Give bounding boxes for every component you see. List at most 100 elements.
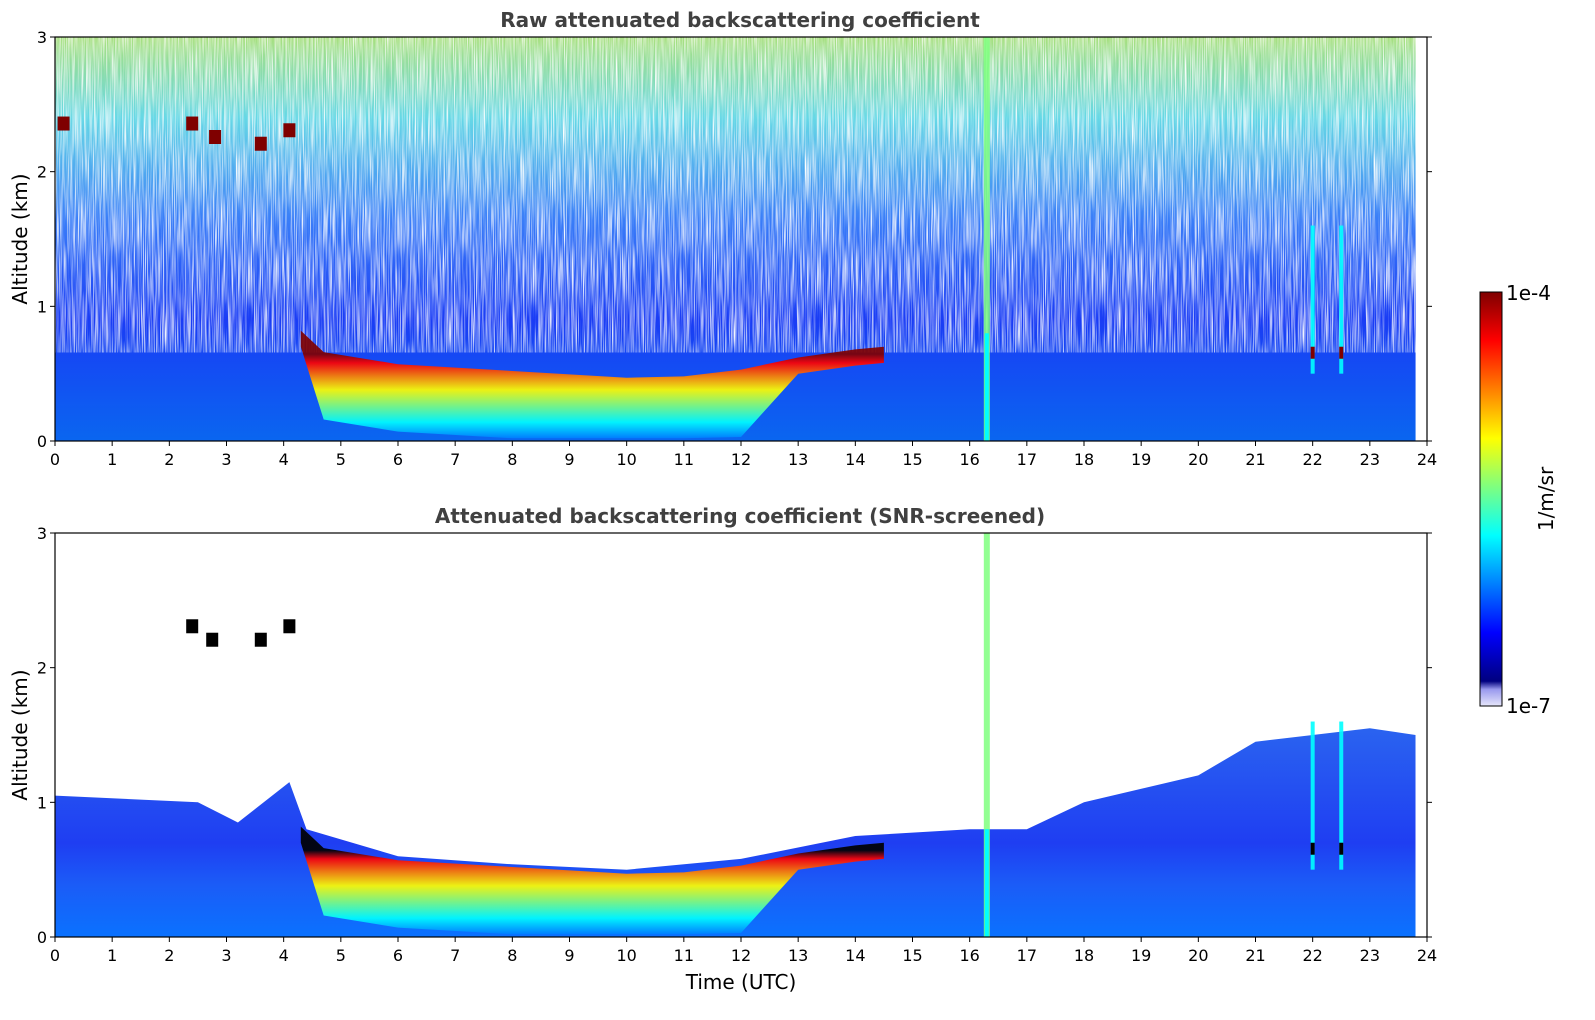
x-tick-label: 3: [221, 450, 231, 469]
raw-backscatter-panel: Raw attenuated backscattering coefficien…: [8, 8, 1437, 469]
x-axis-ticks: 0 1 2 3 4 5 6 7 8 9 10 11 12 13 14 15 16 17 18 19 20 21 22 23 24: [50, 937, 1437, 965]
high-cloud: [186, 116, 199, 131]
y-tick-label: 1: [37, 793, 47, 812]
vertical-streak: [983, 533, 990, 937]
precip-streak-core: [1310, 346, 1315, 359]
x-tick-label: 14: [845, 946, 865, 965]
vertical-streak: [983, 37, 990, 441]
precip-streak-core: [1339, 346, 1344, 359]
colorbar-max-label: 1e-4: [1506, 281, 1551, 305]
x-tick-label: 5: [336, 946, 346, 965]
x-tick-label: 8: [507, 946, 517, 965]
x-tick-label: 17: [1017, 946, 1037, 965]
y-axis-ticks: 0 1 2 3: [37, 28, 1432, 451]
y-tick-label: 2: [37, 659, 47, 678]
high-cloud: [254, 136, 267, 151]
y-tick-label: 1: [37, 297, 47, 316]
colorbar-unit-label: 1/m/sr: [1534, 466, 1558, 531]
x-axis-ticks: 0 1 2 3 4 5 6 7 8 9 10 11 12 13 14 15 16 17 18 19 20 21 22 23 24: [50, 441, 1437, 469]
x-tick-label: 21: [1245, 450, 1265, 469]
x-tick-label: 10: [616, 946, 636, 965]
high-cloud: [206, 632, 219, 647]
vertical-streak-lower: [984, 333, 989, 441]
chart-title: Attenuated backscattering coefficient (S…: [435, 504, 1045, 528]
high-cloud: [254, 632, 267, 647]
y-axis-label: Altitude (km): [8, 173, 32, 304]
x-tick-label: 7: [450, 450, 460, 469]
x-tick-label: 23: [1360, 450, 1380, 469]
x-tick-label: 14: [845, 450, 865, 469]
x-tick-label: 22: [1302, 946, 1322, 965]
x-tick-label: 16: [959, 946, 979, 965]
precip-streak-core: [1339, 842, 1344, 855]
precip-streak: [1310, 721, 1315, 870]
noise-overlay: [55, 37, 1416, 353]
x-tick-label: 15: [902, 450, 922, 469]
chart-title: Raw attenuated backscattering coefficien…: [500, 8, 980, 32]
x-tick-label: 12: [731, 450, 751, 469]
x-tick-label: 17: [1017, 450, 1037, 469]
y-axis-label: Altitude (km): [8, 669, 32, 800]
y-axis-ticks: 0 1 2 3: [37, 524, 1432, 947]
high-cloud: [57, 116, 70, 131]
x-tick-label: 20: [1188, 946, 1208, 965]
x-tick-label: 2: [164, 946, 174, 965]
x-tick-label: 6: [393, 946, 403, 965]
x-tick-label: 10: [616, 450, 636, 469]
y-tick-label: 0: [37, 432, 47, 451]
precip-streak: [1339, 225, 1344, 374]
precip-streak: [1339, 721, 1344, 870]
heatmap-area: [55, 37, 1416, 441]
x-tick-label: 1: [107, 450, 117, 469]
high-cloud: [283, 619, 296, 634]
x-tick-label: 11: [674, 450, 694, 469]
x-tick-label: 5: [336, 450, 346, 469]
x-tick-label: 4: [279, 450, 289, 469]
x-tick-label: 0: [50, 450, 60, 469]
x-tick-label: 9: [564, 946, 574, 965]
y-tick-label: 2: [37, 163, 47, 182]
x-tick-label: 13: [788, 450, 808, 469]
precip-streak-core: [1310, 842, 1315, 855]
x-tick-label: 1: [107, 946, 117, 965]
snr-screened-backscatter-panel: Attenuated backscattering coefficient (S…: [8, 504, 1437, 994]
x-tick-label: 8: [507, 450, 517, 469]
x-tick-label: 6: [393, 450, 403, 469]
x-tick-label: 7: [450, 946, 460, 965]
colorbar-gradient: [1479, 291, 1503, 707]
precip-streak: [1310, 225, 1315, 374]
x-tick-label: 22: [1302, 450, 1322, 469]
x-tick-label: 19: [1131, 450, 1151, 469]
heatmap-area: [55, 533, 1416, 937]
x-tick-label: 24: [1417, 946, 1437, 965]
x-tick-label: 18: [1074, 450, 1094, 469]
x-tick-label: 20: [1188, 450, 1208, 469]
y-tick-label: 3: [37, 28, 47, 47]
y-tick-label: 0: [37, 928, 47, 947]
x-tick-label: 4: [279, 946, 289, 965]
x-tick-label: 12: [731, 946, 751, 965]
x-tick-label: 24: [1417, 450, 1437, 469]
high-cloud: [209, 130, 222, 144]
high-cloud: [283, 123, 296, 138]
x-tick-label: 16: [959, 450, 979, 469]
colorbar-min-label: 1e-7: [1506, 694, 1551, 718]
vertical-streak-lower: [984, 829, 989, 937]
x-tick-label: 19: [1131, 946, 1151, 965]
y-tick-label: 3: [37, 524, 47, 543]
x-tick-label: 21: [1245, 946, 1265, 965]
x-tick-label: 0: [50, 946, 60, 965]
x-tick-label: 3: [221, 946, 231, 965]
x-tick-label: 11: [674, 946, 694, 965]
x-tick-label: 15: [902, 946, 922, 965]
high-cloud: [186, 619, 199, 634]
x-tick-label: 13: [788, 946, 808, 965]
x-tick-label: 2: [164, 450, 174, 469]
x-tick-label: 18: [1074, 946, 1094, 965]
x-axis-label: Time (UTC): [685, 970, 797, 994]
x-tick-label: 23: [1360, 946, 1380, 965]
colorbar: 1e-4 1e-7 1/m/sr: [1479, 281, 1558, 718]
boundary-layer-aerosol: [300, 330, 884, 439]
boundary-layer-aerosol: [300, 826, 884, 935]
